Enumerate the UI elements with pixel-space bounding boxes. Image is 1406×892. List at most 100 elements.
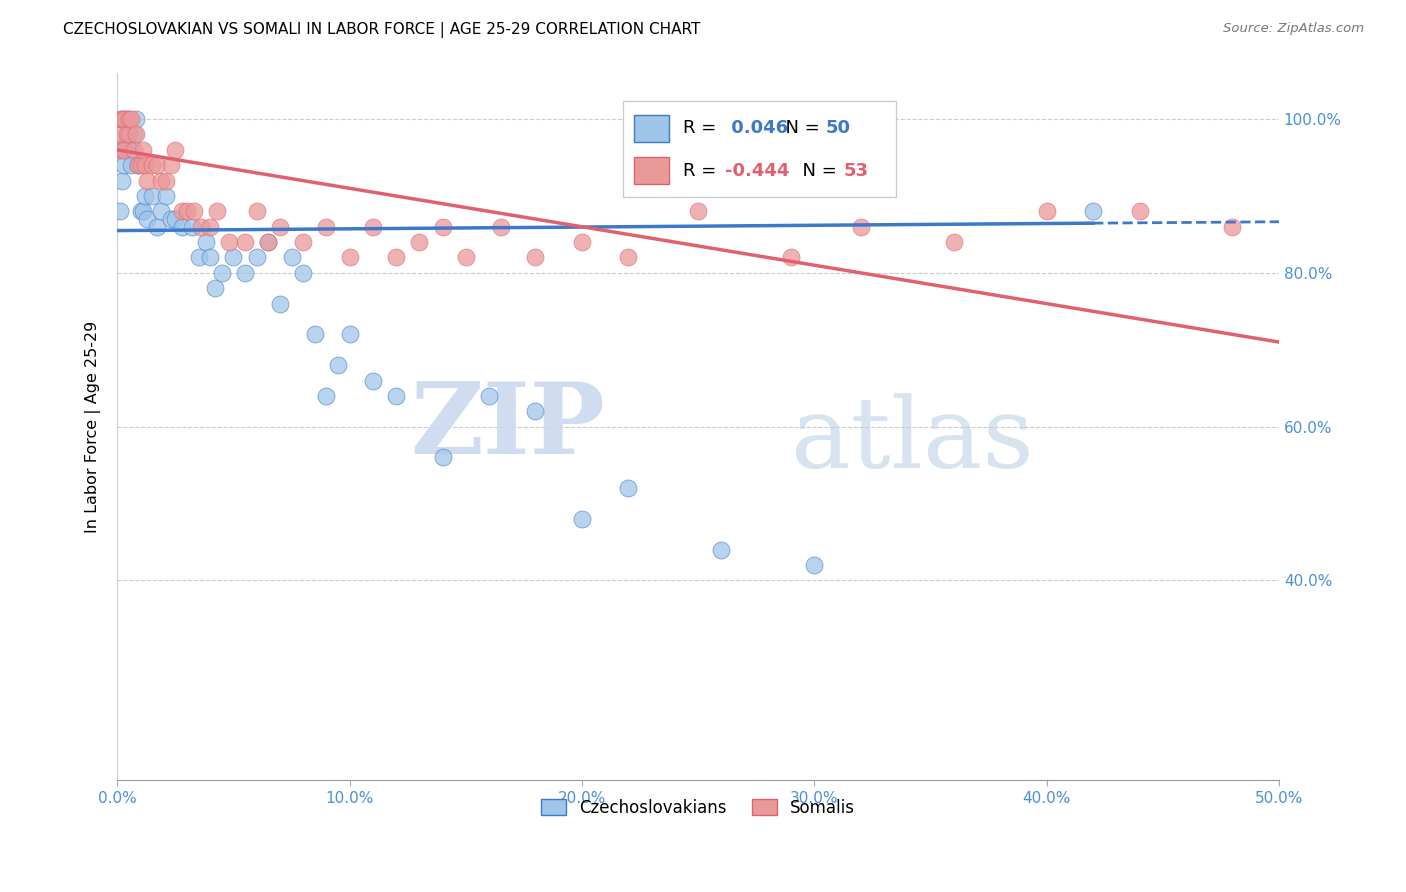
Point <box>115 128 138 142</box>
Point <box>200 251 222 265</box>
Point <box>315 389 337 403</box>
Point <box>304 327 326 342</box>
Point <box>454 251 477 265</box>
Point <box>134 158 156 172</box>
Point <box>132 204 155 219</box>
Point <box>122 128 145 142</box>
Point <box>108 143 131 157</box>
Point <box>127 158 149 172</box>
Point <box>108 204 131 219</box>
Point <box>1128 204 1150 219</box>
Text: N =: N = <box>773 120 825 137</box>
Point <box>218 235 240 249</box>
Point <box>361 374 384 388</box>
Point <box>112 143 135 157</box>
Point <box>571 235 593 249</box>
Point <box>246 204 269 219</box>
FancyBboxPatch shape <box>634 115 669 142</box>
Point <box>385 389 408 403</box>
Point <box>361 219 384 234</box>
Point <box>172 204 194 219</box>
Point <box>269 219 291 234</box>
Point <box>200 219 222 234</box>
Text: 0.046: 0.046 <box>725 120 787 137</box>
Point <box>176 204 198 219</box>
Point <box>150 173 173 187</box>
Point <box>339 327 361 342</box>
Point <box>120 112 142 127</box>
Text: R =: R = <box>683 161 723 179</box>
Point <box>118 112 141 127</box>
Point <box>180 219 202 234</box>
Point <box>129 158 152 172</box>
Point <box>108 112 131 127</box>
Point <box>136 212 159 227</box>
Point <box>478 389 501 403</box>
Point <box>134 189 156 203</box>
Point <box>141 158 163 172</box>
Point <box>489 219 512 234</box>
Point <box>150 204 173 219</box>
Point <box>129 204 152 219</box>
Legend: Czechoslovakians, Somalis: Czechoslovakians, Somalis <box>533 790 863 825</box>
Point <box>112 112 135 127</box>
Point <box>1222 219 1244 234</box>
Point <box>111 128 134 142</box>
Point <box>432 450 454 465</box>
Point <box>125 112 148 127</box>
Point <box>315 219 337 234</box>
Point <box>942 235 965 249</box>
Point <box>710 542 733 557</box>
Point <box>125 128 148 142</box>
Point <box>165 143 187 157</box>
Text: CZECHOSLOVAKIAN VS SOMALI IN LABOR FORCE | AGE 25-29 CORRELATION CHART: CZECHOSLOVAKIAN VS SOMALI IN LABOR FORCE… <box>63 22 700 38</box>
Point <box>849 219 872 234</box>
Point <box>803 558 825 572</box>
Point <box>524 404 547 418</box>
Point <box>118 128 141 142</box>
Point <box>269 296 291 310</box>
Text: 50: 50 <box>825 120 851 137</box>
Point <box>155 189 177 203</box>
Point <box>617 251 640 265</box>
Point <box>432 219 454 234</box>
Point <box>145 219 167 234</box>
Point <box>115 112 138 127</box>
Point <box>211 266 233 280</box>
Point <box>280 251 302 265</box>
Point <box>111 173 134 187</box>
Point <box>1035 204 1057 219</box>
Point <box>292 235 315 249</box>
Point <box>233 235 256 249</box>
Point <box>118 143 141 157</box>
Y-axis label: In Labor Force | Age 25-29: In Labor Force | Age 25-29 <box>86 320 101 533</box>
Point <box>127 158 149 172</box>
Text: R =: R = <box>683 120 723 137</box>
FancyBboxPatch shape <box>634 157 669 184</box>
Point <box>222 251 245 265</box>
Point <box>122 143 145 157</box>
Point <box>187 251 209 265</box>
FancyBboxPatch shape <box>623 102 896 197</box>
Point <box>688 204 710 219</box>
Point <box>183 204 205 219</box>
Point <box>408 235 430 249</box>
Point <box>136 173 159 187</box>
Text: -0.444: -0.444 <box>725 161 789 179</box>
Point <box>132 143 155 157</box>
Point <box>120 158 142 172</box>
Point <box>145 158 167 172</box>
Point <box>115 135 138 149</box>
Point <box>112 112 135 127</box>
Point <box>233 266 256 280</box>
Point <box>111 112 134 127</box>
Point <box>190 219 212 234</box>
Point <box>571 512 593 526</box>
Text: ZIP: ZIP <box>411 378 605 475</box>
Point <box>165 212 187 227</box>
Text: Source: ZipAtlas.com: Source: ZipAtlas.com <box>1223 22 1364 36</box>
Point <box>326 358 349 372</box>
Text: 53: 53 <box>844 161 869 179</box>
Point <box>780 251 803 265</box>
Point <box>172 219 194 234</box>
